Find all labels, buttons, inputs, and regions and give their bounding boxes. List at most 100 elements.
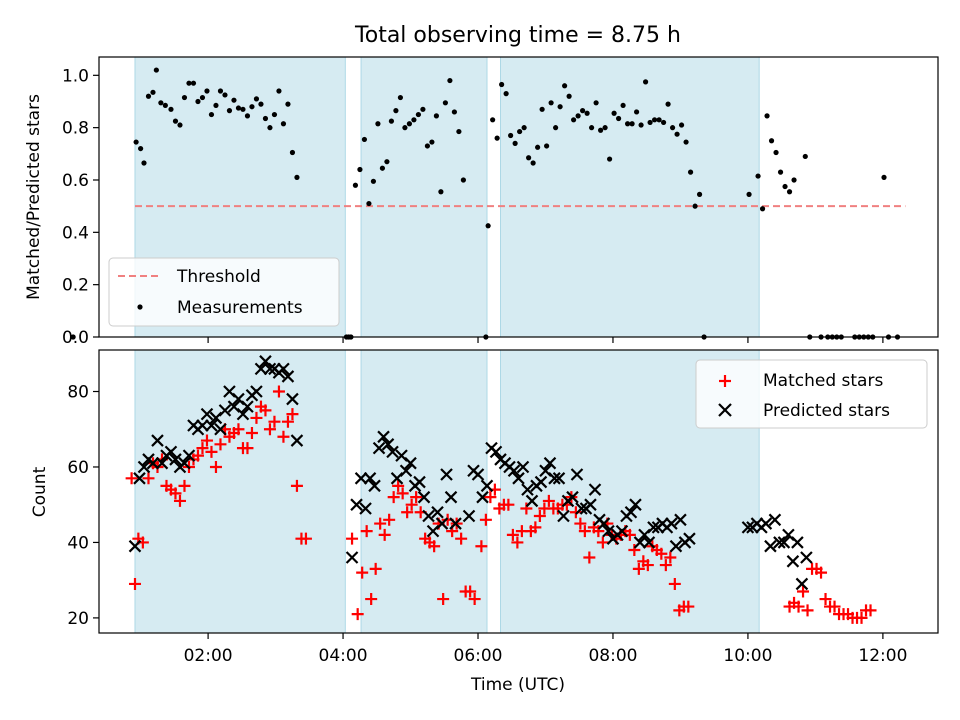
- matched-star-point: [196, 442, 209, 455]
- predicted-star-point: [759, 517, 773, 530]
- measurement-point: [442, 100, 448, 106]
- predicted-star-point: [800, 551, 813, 564]
- matched-star-point: [125, 472, 138, 485]
- measurement-point: [204, 88, 210, 94]
- matched-star-point: [797, 585, 810, 598]
- measurement-point: [276, 88, 282, 94]
- predicted-star-point: [381, 438, 395, 451]
- measurement-point: [433, 113, 439, 119]
- matched-star-point: [819, 593, 832, 606]
- measurement-point: [615, 115, 622, 122]
- predicted-star-point: [214, 422, 227, 436]
- matched-star-point: [668, 577, 681, 590]
- predicted-star-point: [507, 464, 521, 478]
- matched-star-point: [583, 551, 596, 564]
- predicted-star-point: [786, 555, 800, 568]
- measurement-point: [598, 127, 604, 133]
- predicted-star-point: [480, 479, 494, 493]
- predicted-star-point: [377, 430, 390, 444]
- predicted-star-point: [422, 509, 435, 523]
- matched-star-point: [209, 460, 222, 473]
- predicted-star-point: [363, 472, 377, 485]
- predicted-star-point: [489, 445, 503, 459]
- measurement-point: [271, 111, 278, 118]
- measurement-point: [512, 140, 518, 146]
- matched-star-point: [277, 430, 290, 443]
- measurement-point: [660, 119, 667, 126]
- predicted-star-point: [471, 468, 485, 481]
- predicted-star-point: [386, 445, 399, 459]
- measurement-point: [195, 98, 201, 105]
- top-y-axis-label: Matched/Predicted stars: [24, 94, 44, 300]
- predicted-star-point: [665, 517, 678, 530]
- matched-star-point: [263, 423, 276, 436]
- top-y-axis-ticks: 0.0 0.2 0.4 0.6 0.8 1.0: [62, 66, 99, 348]
- matched-star-point: [232, 423, 245, 436]
- measurement-point: [696, 191, 703, 197]
- y-tick-label: 20: [67, 609, 89, 629]
- predicted-star-point: [155, 456, 169, 470]
- legend-measurements-swatch: [137, 304, 143, 310]
- predicted-star-point: [151, 434, 164, 447]
- predicted-star-point: [768, 513, 782, 527]
- measurement-point: [429, 139, 435, 145]
- matched-star-point: [533, 510, 546, 523]
- observing-windows-top: [134, 56, 760, 338]
- measurement-point: [231, 97, 237, 103]
- predicted-star-point: [566, 490, 579, 504]
- measurement-point: [526, 155, 532, 161]
- matched-star-point: [506, 528, 519, 541]
- matched-star-point: [356, 566, 369, 579]
- measurement-point: [370, 178, 377, 184]
- measurement-point: [424, 143, 431, 149]
- bottom-y-axis-label: Count: [30, 466, 50, 517]
- predicted-star-point: [588, 483, 602, 496]
- measurement-point: [802, 153, 808, 160]
- matched-star-point: [855, 611, 868, 624]
- predicted-star-point: [354, 472, 368, 485]
- measurement-point: [575, 113, 581, 119]
- predicted-star-point: [633, 536, 647, 549]
- predicted-star-point: [557, 509, 570, 523]
- predicted-star-point: [350, 498, 363, 511]
- predicted-star-point: [516, 460, 530, 474]
- matched-star-point: [383, 513, 396, 526]
- matched-star-point: [655, 547, 668, 560]
- predicted-star-point: [777, 536, 791, 549]
- predicted-star-point: [440, 468, 453, 481]
- matched-star-point: [173, 494, 186, 507]
- predicted-star-point: [764, 539, 777, 553]
- matched-stars-series: [125, 385, 877, 624]
- measurement-point: [366, 200, 372, 207]
- measurement-point: [262, 115, 269, 122]
- predicted-star-point: [290, 434, 304, 447]
- predicted-star-point: [791, 536, 804, 549]
- measurement-point: [447, 77, 453, 84]
- top-x-axis-ticks: [207, 337, 884, 343]
- matched-star-point: [205, 445, 218, 458]
- predicted-star-point: [404, 456, 417, 470]
- matched-star-point: [529, 521, 542, 534]
- measurement-point: [633, 109, 640, 115]
- predicted-star-point: [669, 539, 683, 553]
- predicted-star-point: [205, 419, 218, 432]
- y-tick-label: 40: [67, 533, 89, 553]
- measurement-point: [548, 100, 554, 106]
- x-tick-label: 10:00: [723, 646, 772, 666]
- y-tick-label: 0.4: [62, 223, 89, 243]
- y-tick-label: 0.2: [62, 276, 89, 296]
- measurement-point: [244, 113, 251, 119]
- x-tick-label: 02:00: [184, 646, 233, 666]
- measurement-point: [606, 156, 613, 162]
- measurement-point: [402, 125, 408, 131]
- matched-star-point: [502, 498, 515, 511]
- measurement-point: [141, 160, 147, 166]
- measurement-point: [133, 139, 139, 145]
- matched-star-point: [200, 434, 213, 447]
- bottom-x-axis-ticks: 02:00 04:00 06:00 08:00 10:00 12:00: [184, 633, 907, 666]
- measurement-point: [145, 93, 152, 99]
- predicted-star-point: [164, 445, 178, 459]
- predicted-star-point: [431, 505, 444, 519]
